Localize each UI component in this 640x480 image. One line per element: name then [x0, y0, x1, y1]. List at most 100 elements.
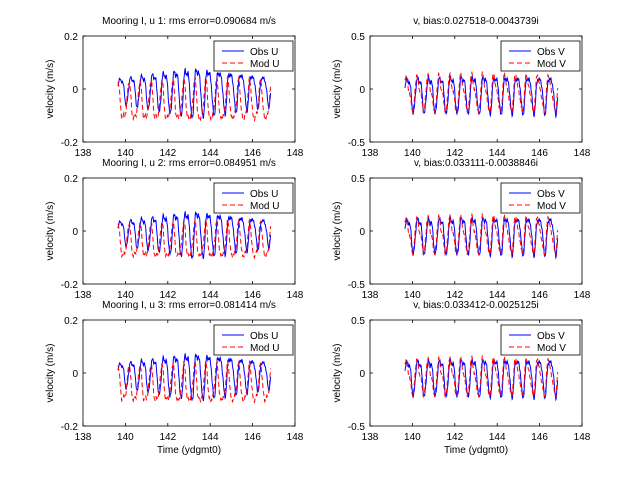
legend-label: Mod V: [537, 59, 566, 70]
legend-label: Obs U: [250, 189, 278, 200]
y-axis-label: velocity (m/s): [45, 344, 56, 403]
y-tick-label: -0.5: [348, 422, 366, 433]
series-line-obs-u: [117, 210, 272, 260]
legend-box: [213, 324, 294, 356]
y-tick-label: -0.5: [348, 280, 366, 291]
chart-title: Mooring I, u 3: rms error=0.081414 m/s: [102, 300, 276, 311]
x-tick-label: 140: [117, 432, 134, 443]
x-tick-label: 142: [159, 148, 176, 159]
x-tick-label: 138: [362, 148, 379, 159]
series-line-obs-v: [404, 73, 559, 119]
x-tick-label: 146: [244, 432, 261, 443]
x-tick-label: 142: [446, 432, 463, 443]
x-tick-label: 142: [159, 290, 176, 301]
legend-label: Mod U: [250, 59, 279, 70]
x-tick-label: 148: [287, 432, 304, 443]
y-tick-label: 0.2: [64, 32, 78, 43]
series-line-mod-u: [117, 217, 272, 260]
x-tick-label: 146: [531, 290, 548, 301]
series-line-mod-v: [404, 70, 559, 115]
x-tick-label: 142: [446, 290, 463, 301]
x-tick-label: 138: [75, 148, 92, 159]
x-tick-label: 144: [489, 148, 506, 159]
legend-label: Mod U: [250, 201, 279, 212]
series-line-mod-v: [404, 354, 559, 399]
series-line-mod-u: [117, 359, 272, 404]
y-tick-label: 0: [72, 369, 78, 380]
legend-box: [213, 40, 294, 72]
y-tick-label: 0: [359, 227, 365, 238]
x-tick-label: 144: [489, 290, 506, 301]
x-tick-label: 148: [574, 432, 591, 443]
y-tick-label: 0: [72, 85, 78, 96]
x-tick-label: 146: [244, 290, 261, 301]
x-tick-label: 140: [117, 148, 134, 159]
x-tick-label: 140: [404, 148, 421, 159]
x-axis-label: Time (ydgmt0): [444, 445, 508, 456]
x-tick-label: 140: [404, 432, 421, 443]
y-tick-label: 0: [359, 85, 365, 96]
legend-label: Mod V: [537, 201, 566, 212]
legend-label: Obs V: [537, 189, 565, 200]
x-tick-label: 144: [202, 148, 219, 159]
x-tick-label: 148: [287, 148, 304, 159]
y-tick-label: 0.5: [351, 316, 365, 327]
x-tick-label: 148: [574, 290, 591, 301]
x-tick-label: 144: [202, 432, 219, 443]
x-axis-label: Time (ydgmt0): [157, 445, 221, 456]
y-tick-label: 0: [359, 369, 365, 380]
y-tick-label: 0.2: [64, 316, 78, 327]
y-tick-label: -0.2: [61, 138, 79, 149]
legend-box: [213, 182, 294, 214]
legend-label: Obs U: [250, 331, 278, 342]
series-line-obs-u: [117, 352, 272, 402]
y-axis-label: velocity (m/s): [332, 344, 343, 403]
x-tick-label: 140: [404, 290, 421, 301]
x-tick-label: 138: [75, 290, 92, 301]
x-tick-label: 138: [362, 290, 379, 301]
series-line-mod-v: [404, 212, 559, 257]
y-tick-label: -0.2: [61, 422, 79, 433]
x-tick-label: 138: [75, 432, 92, 443]
y-axis-label: velocity (m/s): [45, 202, 56, 261]
y-tick-label: 0.5: [351, 174, 365, 185]
series-line-obs-v: [404, 214, 559, 260]
legend-box: [500, 182, 581, 214]
y-axis-label: velocity (m/s): [332, 60, 343, 119]
legend-box: [500, 40, 581, 72]
x-tick-label: 138: [362, 432, 379, 443]
y-tick-label: 0: [72, 227, 78, 238]
legend-box: [500, 324, 581, 356]
chart-title: v, bias:0.033412-0.0025125i: [413, 300, 538, 311]
x-tick-label: 146: [244, 148, 261, 159]
series-line-obs-u: [117, 67, 272, 120]
legend-label: Mod V: [537, 343, 566, 354]
y-tick-label: 0.2: [64, 174, 78, 185]
x-tick-label: 142: [446, 148, 463, 159]
y-axis-label: velocity (m/s): [332, 202, 343, 261]
legend-label: Obs V: [537, 47, 565, 58]
x-tick-label: 140: [117, 290, 134, 301]
x-tick-label: 148: [574, 148, 591, 159]
chart-title: Mooring I, u 1: rms error=0.090684 m/s: [102, 16, 276, 27]
chart-title: v, bias:0.033111-0.0038846i: [414, 158, 538, 169]
y-tick-label: -0.2: [61, 280, 79, 291]
x-tick-label: 146: [531, 432, 548, 443]
legend-label: Obs V: [537, 331, 565, 342]
legend-label: Obs U: [250, 47, 278, 58]
x-tick-label: 142: [159, 432, 176, 443]
x-tick-label: 144: [202, 290, 219, 301]
x-tick-label: 146: [531, 148, 548, 159]
